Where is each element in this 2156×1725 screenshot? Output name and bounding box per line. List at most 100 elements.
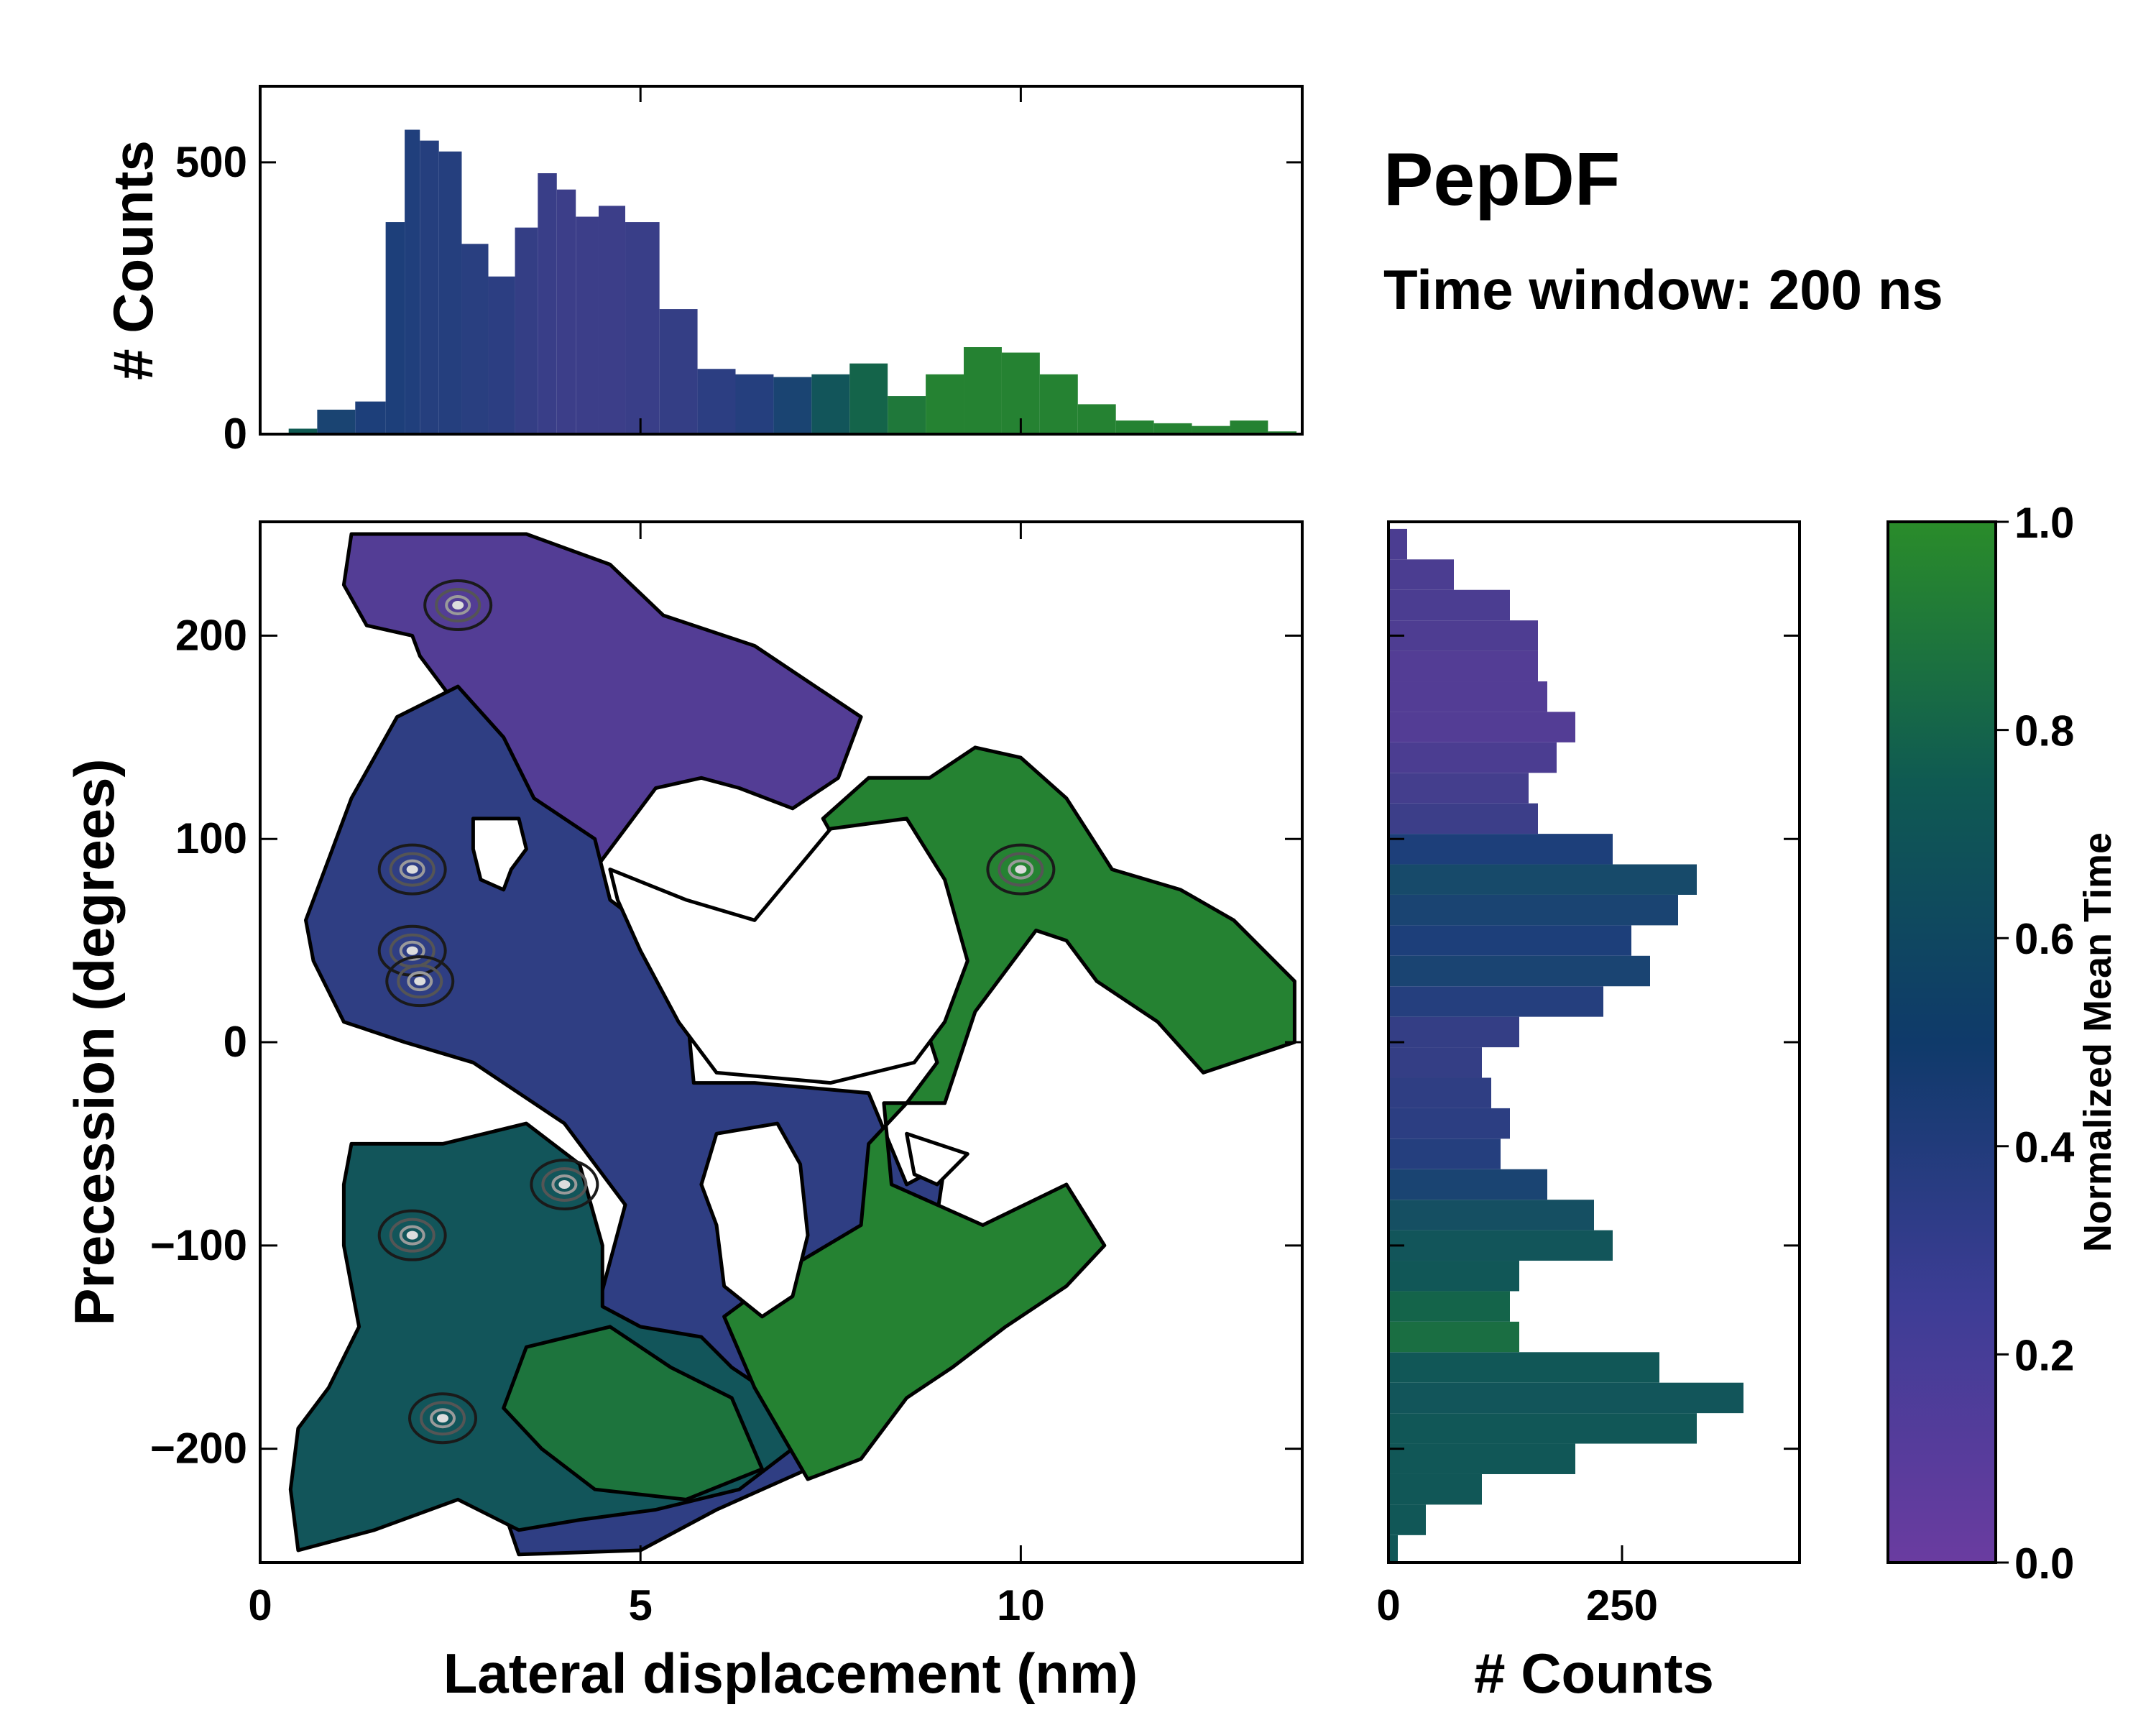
right-hist-bar: [1388, 559, 1454, 590]
right-hist-bar: [1388, 1230, 1613, 1261]
main-pmf-plot: 0 5 10 −200 −100 0 100 200 Lateral displacement…: [63, 520, 1304, 1705]
contour-line: [399, 859, 425, 880]
pmf-hole: [905, 1131, 969, 1187]
right-hist-bar: [1388, 1138, 1501, 1169]
top-hist-bar: [659, 309, 698, 434]
contour-line: [530, 1158, 599, 1210]
top-hist-bar: [576, 216, 599, 434]
pmf-minimum: [406, 1230, 418, 1240]
right-hist-bar: [1388, 925, 1631, 956]
contour-line: [445, 594, 471, 615]
pmf-hole: [699, 1121, 810, 1319]
contour-line: [399, 1225, 425, 1246]
colorbar-tick-label: 1.0: [2014, 499, 2074, 547]
top-hist-bar: [405, 129, 420, 434]
right-hist-bar: [1388, 1535, 1398, 1563]
right-hist-bar: [1388, 986, 1603, 1017]
top-hist-bar: [1077, 404, 1116, 434]
right-hist-bar: [1388, 1504, 1426, 1535]
main-y-tick-label: −100: [150, 1221, 247, 1269]
pmf-region-right-green-island: [722, 745, 1296, 1481]
contour-line: [408, 1392, 478, 1445]
right-hist-bar: [1388, 650, 1538, 682]
right-x-tick-label: 0: [1376, 1581, 1400, 1629]
top-hist-bar: [420, 140, 439, 434]
main-y-tick-label: −200: [150, 1425, 247, 1473]
contour-line: [1008, 859, 1034, 880]
contour-line: [986, 843, 1056, 896]
chart-subtitle: Time window: 200 ns: [1383, 258, 1943, 321]
contour-line: [407, 971, 433, 992]
colorbar-tick-label: 0.6: [2014, 915, 2074, 963]
right-hist-bar: [1388, 773, 1529, 804]
right-hist-bar: [1388, 1261, 1519, 1292]
right-hist-bar: [1388, 1443, 1575, 1474]
right-hist-bar: [1388, 1321, 1519, 1353]
top-hist-bar: [355, 401, 386, 434]
main-y-tick-label: 200: [175, 611, 247, 659]
right-x-tick-label: 250: [1586, 1581, 1658, 1629]
top-hist-bar: [964, 347, 1002, 434]
right-hist-bar: [1388, 589, 1510, 621]
right-hist-bar: [1388, 803, 1538, 834]
chart-title: PepDF: [1383, 138, 1620, 221]
right-hist-bar: [1388, 1169, 1547, 1200]
top-hist-bar: [773, 377, 812, 434]
main-xlabel: Lateral displacement (nm): [443, 1642, 1138, 1705]
top-hist-bar: [888, 396, 926, 434]
right-hist-bar: [1388, 1016, 1519, 1048]
contour-line: [435, 587, 482, 622]
pmf-minimum: [406, 946, 418, 955]
top-hist-bar: [385, 222, 405, 434]
right-hist-bar: [1388, 712, 1575, 742]
contour-line: [377, 843, 447, 896]
top-hist-bar: [1153, 423, 1192, 434]
top-hist-bar: [438, 151, 462, 434]
pmf-hole: [471, 816, 528, 892]
right-hist-bar: [1388, 1291, 1510, 1322]
contour-line: [399, 940, 425, 961]
right-hist-bar: [1388, 834, 1613, 865]
pmf-minimum: [406, 865, 418, 874]
top-hist-bar: [735, 374, 774, 434]
top-histogram-frame: [259, 85, 1304, 436]
main-x-tick-label: 0: [248, 1581, 272, 1629]
contour-line: [420, 1401, 466, 1436]
top-hist-bar: [1039, 374, 1078, 434]
top-hist-bar: [598, 206, 626, 434]
pmf-region-lower-green-patch: [502, 1325, 764, 1501]
right-hist-bar: [1388, 1413, 1697, 1444]
top-hist-bar: [811, 374, 850, 434]
top-hist-bar: [625, 222, 660, 434]
top-ylabel: # Counts: [101, 140, 165, 380]
colorbar-tick-label: 0.4: [2014, 1123, 2075, 1172]
top-hist-bar: [488, 276, 515, 434]
colorbar-label: Normalized Mean Time: [2076, 832, 2119, 1252]
top-hist-bar: [1115, 420, 1154, 434]
contour-line: [541, 1167, 588, 1202]
pmf-minimum: [414, 977, 426, 986]
top-y-tick-label: 500: [175, 138, 247, 186]
colorbar-tick-label: 0.0: [2014, 1540, 2074, 1588]
top-hist-bar: [697, 369, 736, 434]
right-hist-bar: [1388, 528, 1407, 560]
contour-line: [998, 852, 1044, 887]
right-hist-bar: [1388, 864, 1697, 895]
contour-line: [389, 1218, 436, 1253]
colorbar-tick-label: 0.2: [2014, 1331, 2074, 1379]
right-hist-bar: [1388, 894, 1678, 926]
main-x-tick-label: 5: [629, 1581, 653, 1629]
colorbar: 0.0 0.2 0.4 0.6 0.8 1.0 Normalized Mean Time: [1886, 499, 2119, 1588]
right-hist-bar: [1388, 1200, 1594, 1230]
pmf-minimum: [558, 1179, 571, 1189]
top-hist-bar: [1230, 420, 1268, 434]
contour-line: [385, 955, 455, 1008]
right-hist-bar: [1388, 1108, 1510, 1139]
pmf-minimum: [452, 600, 464, 610]
main-y-tick-label: 100: [175, 814, 247, 862]
contour-line: [430, 1408, 456, 1429]
top-hist-bar: [849, 363, 888, 434]
top-y-tick-label: 0: [224, 410, 247, 458]
right-hist-bar: [1388, 1382, 1743, 1414]
